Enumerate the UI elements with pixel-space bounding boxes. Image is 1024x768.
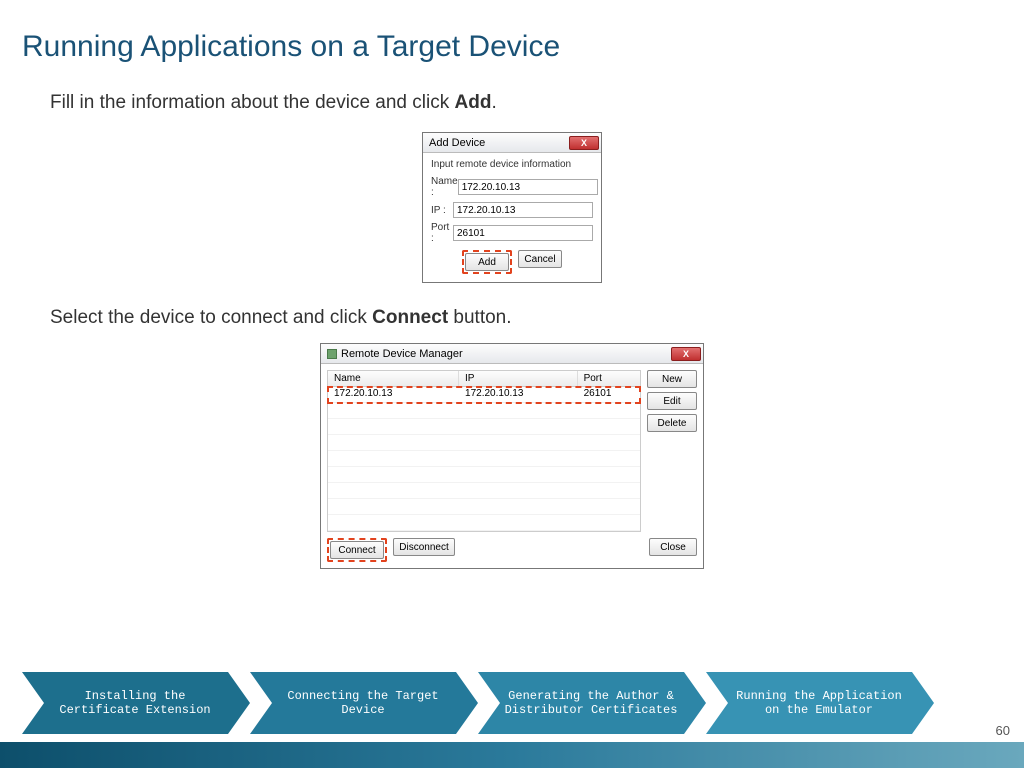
step-4: Running the Application on the Emulator: [706, 672, 934, 734]
table-row[interactable]: 172.20.10.13 172.20.10.13 26101: [328, 387, 640, 403]
connect-button-highlight: Connect: [327, 538, 387, 562]
ip-field-row: IP :: [431, 202, 593, 218]
name-input[interactable]: [458, 179, 598, 195]
row-port: 26101: [578, 387, 640, 402]
app-icon: [327, 349, 337, 359]
table-row: [328, 403, 640, 419]
col-port: Port: [578, 371, 640, 386]
step-4-label: Running the Application on the Emulator: [732, 689, 906, 718]
page-number: 60: [996, 723, 1010, 738]
dialog-button-row: Add Cancel: [431, 250, 593, 274]
rdm-titlebar: Remote Device Manager X: [321, 344, 703, 364]
rdm-body: Name IP Port 172.20.10.13 172.20.10.13 2…: [321, 364, 703, 568]
instruction-1-bold: Add: [455, 92, 492, 113]
instruction-1-pre: Fill in the information about the device…: [50, 92, 455, 113]
delete-button[interactable]: Delete: [647, 414, 697, 432]
step-3-label: Generating the Author & Distributor Cert…: [504, 689, 678, 718]
close-button[interactable]: X: [569, 136, 599, 150]
dialog-titlebar: Add Device X: [423, 133, 601, 153]
table-row: [328, 483, 640, 499]
table-row: [328, 467, 640, 483]
slide-title: Running Applications on a Target Device: [0, 0, 1024, 64]
steps-row: Installing the Certificate Extension Con…: [22, 672, 934, 734]
port-field-row: Port :: [431, 222, 593, 244]
table-row: [328, 435, 640, 451]
dialog-subtitle: Input remote device information: [431, 159, 593, 170]
instruction-1-post: .: [491, 92, 496, 113]
ip-label: IP :: [431, 205, 453, 216]
instruction-2: Select the device to connect and click C…: [0, 307, 1024, 329]
table-row: [328, 451, 640, 467]
bottom-bar: [0, 742, 1024, 768]
row-name: 172.20.10.13: [328, 387, 459, 402]
ip-input[interactable]: [453, 202, 593, 218]
name-label: Name :: [431, 176, 458, 198]
row-ip: 172.20.10.13: [459, 387, 578, 402]
rdm-bottom-row: Connect Disconnect Close: [327, 538, 697, 562]
step-1: Installing the Certificate Extension: [22, 672, 250, 734]
rdm-titlebar-left: Remote Device Manager: [327, 348, 463, 360]
table-header: Name IP Port: [328, 371, 640, 387]
add-button[interactable]: Add: [465, 253, 509, 271]
rdm-table-area: Name IP Port 172.20.10.13 172.20.10.13 2…: [327, 370, 641, 532]
rdm-side-buttons: New Edit Delete: [647, 370, 697, 532]
rdm-main: Name IP Port 172.20.10.13 172.20.10.13 2…: [327, 370, 697, 532]
add-button-highlight: Add: [462, 250, 512, 274]
name-field-row: Name :: [431, 176, 593, 198]
edit-button[interactable]: Edit: [647, 392, 697, 410]
table-row: [328, 499, 640, 515]
disconnect-button[interactable]: Disconnect: [393, 538, 455, 556]
remote-device-manager-dialog: Remote Device Manager X Name IP Port 172…: [320, 343, 704, 569]
rdm-title: Remote Device Manager: [341, 348, 463, 360]
col-name: Name: [328, 371, 459, 386]
instruction-2-bold: Connect: [372, 307, 448, 328]
new-button[interactable]: New: [647, 370, 697, 388]
col-ip: IP: [459, 371, 578, 386]
dialog-body: Input remote device information Name : I…: [423, 153, 601, 282]
device-table: Name IP Port 172.20.10.13 172.20.10.13 2…: [327, 370, 641, 532]
instruction-1: Fill in the information about the device…: [0, 92, 1024, 114]
port-input[interactable]: [453, 225, 593, 241]
dialog-title: Add Device: [429, 137, 485, 149]
table-row: [328, 515, 640, 531]
table-row: [328, 419, 640, 435]
step-2-label: Connecting the Target Device: [276, 689, 450, 718]
step-1-label: Installing the Certificate Extension: [48, 689, 222, 718]
cancel-button[interactable]: Cancel: [518, 250, 562, 268]
instruction-2-post: button.: [448, 307, 511, 328]
step-2: Connecting the Target Device: [250, 672, 478, 734]
add-device-dialog: Add Device X Input remote device informa…: [422, 132, 602, 283]
rdm-bottom-left: Connect Disconnect: [327, 538, 455, 562]
connect-button[interactable]: Connect: [330, 541, 384, 559]
close-dialog-button[interactable]: Close: [649, 538, 697, 556]
instruction-2-pre: Select the device to connect and click: [50, 307, 372, 328]
port-label: Port :: [431, 222, 453, 244]
step-3: Generating the Author & Distributor Cert…: [478, 672, 706, 734]
rdm-close-button[interactable]: X: [671, 347, 701, 361]
